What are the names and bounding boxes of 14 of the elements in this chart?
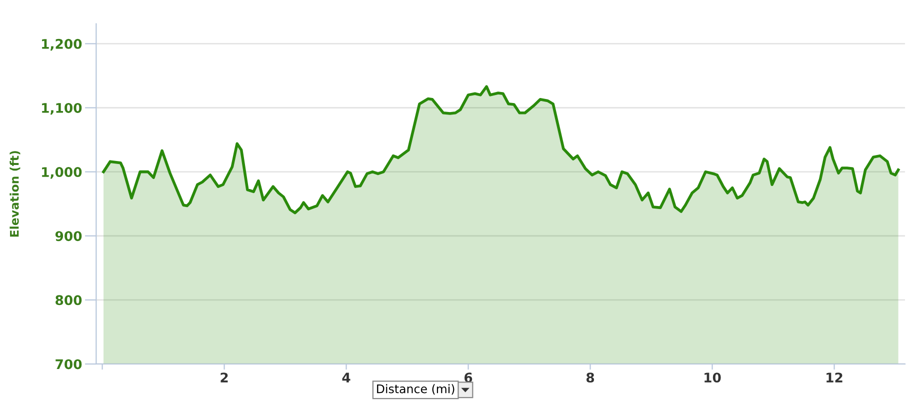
x-tick-label: 8	[586, 372, 594, 383]
y-tick-label: 1,100	[42, 102, 82, 115]
x-axis-title: Distance (mi)	[377, 384, 454, 395]
y-tick-label: 800	[56, 295, 82, 306]
x-tick-label: 12	[826, 372, 842, 382]
y-tick-label: 1,200	[42, 38, 82, 51]
x-tick-label: 10	[704, 372, 721, 383]
y-axis-title: Elevation (ft)	[10, 151, 20, 237]
y-tick-label: 1,000	[42, 167, 82, 179]
x-tick-label: 6	[464, 372, 472, 383]
x-tick-label: 2	[220, 372, 228, 382]
y-tick-label: 700	[56, 359, 82, 370]
y-tick-label: 900	[55, 231, 82, 242]
x-tick-label: 4	[342, 372, 350, 382]
